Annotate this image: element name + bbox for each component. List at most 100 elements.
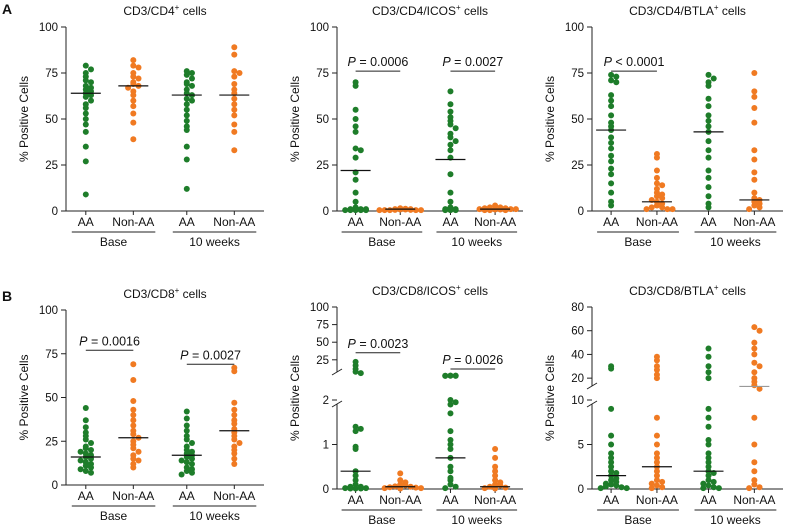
- data-point: [608, 432, 615, 439]
- data-point: [236, 70, 243, 76]
- axis-break-mark: [586, 400, 598, 408]
- chart-title: CD3/CD8/ICOS+ cells: [372, 283, 488, 298]
- y-axis-label: % Positive Cells: [288, 355, 302, 441]
- data-point: [447, 101, 454, 108]
- data-point: [492, 454, 499, 461]
- data-point: [608, 202, 615, 209]
- data-point: [183, 422, 190, 429]
- y-tick-label: 5: [578, 440, 584, 452]
- data-point: [751, 459, 758, 466]
- data-point: [392, 206, 399, 213]
- data-point: [188, 440, 195, 446]
- data-point: [130, 412, 137, 418]
- data-point: [357, 207, 364, 214]
- pvalue-label: P = 0.0027: [180, 348, 241, 362]
- y-axis-label: % Positive Cells: [543, 76, 557, 162]
- chart-a1: CD3/CD4+ cells % Positive Cells 0 25 50 75 100…: [17, 3, 264, 249]
- data-point: [442, 372, 449, 379]
- y-tick-label: 0: [323, 206, 329, 218]
- data-point: [447, 189, 454, 196]
- pvalue-p: P: [442, 55, 451, 69]
- data-point: [135, 448, 142, 455]
- data-point: [88, 469, 94, 476]
- data-point: [352, 198, 359, 205]
- data-point: [183, 143, 190, 150]
- y-tick-label: 100: [565, 22, 584, 34]
- data-point: [130, 361, 137, 368]
- data-point: [751, 324, 758, 331]
- data-point: [653, 414, 660, 421]
- chart-title-superscript: +: [714, 3, 719, 12]
- data-point: [751, 88, 758, 95]
- data-point: [352, 423, 359, 430]
- y-tick-label: 50: [571, 114, 584, 126]
- y-tick-label: 25: [45, 160, 58, 172]
- data-point: [352, 145, 359, 152]
- data-point: [608, 405, 615, 412]
- data-point: [705, 450, 712, 457]
- x-tick-label: AA: [442, 493, 458, 507]
- chart-title-main: CD3/CD4: [123, 4, 175, 18]
- data-point: [447, 410, 454, 417]
- data-point: [705, 441, 712, 448]
- data-point: [130, 136, 137, 143]
- data-point: [82, 462, 89, 469]
- y-tick-label: 75: [45, 68, 58, 80]
- data-point: [82, 468, 89, 474]
- axis-break-mark: [586, 382, 598, 390]
- chart-a2: CD3/CD4/ICOS+ cells % Positive Cells 0 25 50…: [288, 3, 523, 249]
- y-tick-label: 50: [316, 114, 329, 126]
- x-tick-label: AA: [78, 215, 94, 229]
- data-point: [231, 68, 238, 75]
- data-point: [751, 414, 758, 421]
- chart-title: CD3/CD8/BTLA+ cells: [629, 283, 746, 298]
- group-bracket-label: 10 weeks: [189, 509, 240, 523]
- data-point: [231, 412, 238, 418]
- data-point: [231, 95, 238, 102]
- data-point: [183, 117, 190, 124]
- data-point: [705, 369, 712, 376]
- data-point: [715, 485, 722, 492]
- data-point: [452, 483, 459, 490]
- data-point: [756, 484, 763, 491]
- y-tick-label: 75: [571, 68, 584, 80]
- data-point: [705, 463, 712, 470]
- data-point: [608, 77, 615, 84]
- data-point: [352, 123, 359, 130]
- data-point: [183, 95, 190, 102]
- data-point: [231, 128, 238, 135]
- data-point: [705, 154, 712, 161]
- data-point: [188, 97, 195, 104]
- data-point: [352, 82, 359, 89]
- data-point: [357, 147, 364, 154]
- data-point: [705, 82, 712, 89]
- data-point: [705, 375, 712, 382]
- data-point: [447, 134, 454, 141]
- data-point: [231, 51, 238, 58]
- data-point: [231, 106, 238, 113]
- data-point: [751, 382, 758, 389]
- group-bracket-label: 10 weeks: [451, 235, 502, 249]
- y-tick-label: 75: [316, 68, 329, 80]
- data-point: [347, 207, 354, 214]
- data-point: [231, 368, 238, 375]
- data-point: [82, 121, 89, 128]
- data-point: [82, 77, 89, 84]
- data-point: [751, 70, 758, 76]
- data-point: [608, 189, 615, 196]
- data-point: [507, 206, 514, 213]
- data-point: [653, 193, 660, 200]
- x-tick-label: Non-AA: [733, 493, 775, 507]
- data-point: [623, 485, 630, 492]
- data-point: [653, 472, 660, 479]
- data-point: [608, 441, 615, 448]
- data-point: [412, 484, 419, 491]
- data-point: [447, 108, 454, 115]
- data-point: [88, 66, 94, 73]
- x-tick-label: Non-AA: [213, 489, 255, 503]
- data-point: [751, 169, 758, 176]
- y-tick-label: 0: [52, 480, 58, 492]
- data-point: [746, 485, 753, 492]
- chart-title: CD3/CD4/ICOS+ cells: [372, 3, 488, 18]
- data-point: [130, 398, 137, 404]
